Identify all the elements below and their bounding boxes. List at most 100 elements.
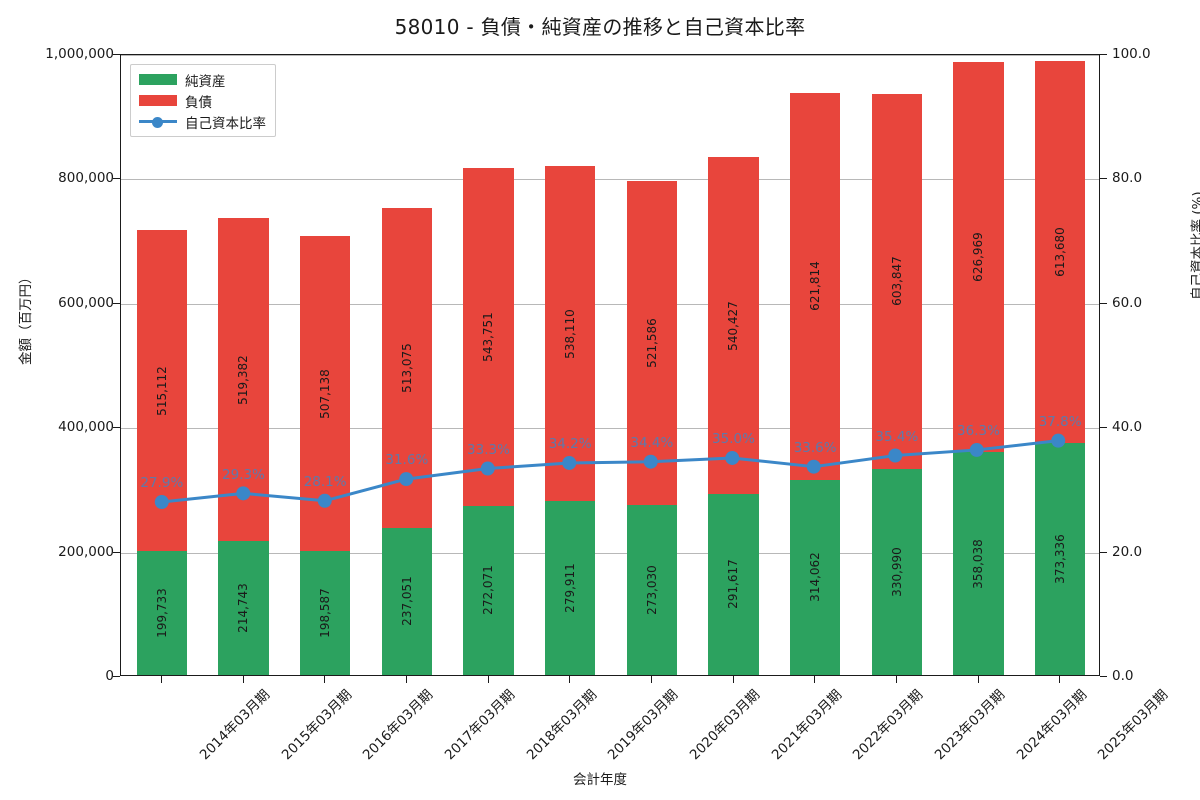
stacked-bar[interactable]: 214,743 519,382 <box>218 218 269 675</box>
y-axis-tickmark-right <box>1100 551 1107 553</box>
legend-item[interactable]: 負債 <box>139 92 266 111</box>
x-axis-tickmark <box>487 676 489 683</box>
bar-segment-equity[interactable]: 273,030 <box>626 505 678 675</box>
gridline <box>121 552 1099 554</box>
bar-value-label: 273,030 <box>644 565 659 615</box>
bar-value-label: 538,110 <box>563 308 578 359</box>
bar-segment-liabilities[interactable]: 515,112 <box>136 230 188 551</box>
y-axis-tick-right: 40.0 <box>1112 419 1143 436</box>
bar-segment-equity[interactable]: 330,990 <box>871 469 923 675</box>
bar-segment-liabilities[interactable]: 621,814 <box>789 92 841 480</box>
ratio-value-label: 31.6% <box>385 452 429 469</box>
y-axis-tick-right: 80.0 <box>1112 170 1143 187</box>
ratio-value-label: 27.9% <box>140 475 184 492</box>
stacked-bar[interactable]: 314,062 621,814 <box>789 92 841 675</box>
legend-line-marker-icon <box>139 116 177 128</box>
ratio-value-label: 36.3% <box>957 423 1000 440</box>
bar-value-label: 214,743 <box>236 583 251 634</box>
bar-segment-equity[interactable]: 314,062 <box>789 479 841 675</box>
y-axis-tick-left: 400,000 <box>58 419 114 436</box>
bar-segment-liabilities[interactable]: 521,586 <box>626 180 678 506</box>
bar-value-label: 543,751 <box>481 311 496 362</box>
x-axis-tick-label: 2025年03月期 <box>1094 686 1172 764</box>
bar-segment-liabilities[interactable]: 613,680 <box>1034 61 1086 443</box>
ratio-value-label: 33.6% <box>793 440 837 456</box>
y-axis-tickmark-left <box>113 427 120 429</box>
bar-segment-liabilities[interactable]: 519,382 <box>218 218 269 542</box>
bar-value-label: 507,138 <box>318 368 333 419</box>
y-axis-tickmark-left <box>113 54 120 55</box>
x-axis-tickmark <box>1059 676 1061 683</box>
stacked-bar[interactable]: 330,990 603,847 <box>871 93 923 675</box>
stacked-bar[interactable]: 272,071 543,751 <box>463 167 514 675</box>
bar-segment-equity[interactable]: 198,587 <box>299 551 351 675</box>
legend-item[interactable]: 純資産 <box>139 71 266 90</box>
bar-value-label: 373,336 <box>1053 534 1068 584</box>
stacked-bar[interactable]: 273,030 521,586 <box>626 180 678 675</box>
legend-label: 自己資本比率 <box>185 115 266 132</box>
x-axis-tickmark <box>977 676 979 683</box>
bar-value-label: 621,814 <box>808 261 823 312</box>
x-axis-tick-label: 2021年03月期 <box>768 686 845 764</box>
bar-segment-equity[interactable]: 291,617 <box>708 493 759 675</box>
ratio-value-label: 35.0% <box>712 431 755 448</box>
bar-segment-liabilities[interactable]: 513,075 <box>381 208 433 528</box>
y-axis-tick-left: 600,000 <box>58 294 114 311</box>
y-axis-tick-left: 200,000 <box>58 543 114 560</box>
stacked-bar[interactable]: 279,911 538,110 <box>544 166 596 675</box>
stacked-bar[interactable]: 358,038 626,969 <box>953 62 1004 675</box>
x-axis-tickmark <box>895 676 897 683</box>
stacked-bar[interactable]: 237,051 513,075 <box>381 208 433 675</box>
x-axis-tickmark <box>405 676 407 683</box>
stacked-bar[interactable]: 373,336 613,680 <box>1034 61 1086 675</box>
x-axis-tick-label: 2015年03月期 <box>278 686 355 764</box>
bar-segment-equity[interactable]: 214,743 <box>218 541 269 675</box>
stacked-bar[interactable]: 291,617 540,427 <box>708 157 759 675</box>
bar-value-label: 199,733 <box>154 588 169 638</box>
bar-segment-liabilities[interactable]: 507,138 <box>299 236 351 552</box>
legend-swatch-icon <box>139 95 177 106</box>
bar-value-label: 291,617 <box>726 559 741 610</box>
y-axis-tick-right: 0.0 <box>1112 668 1134 684</box>
y-axis-tickmark-right <box>1100 178 1107 180</box>
bar-value-label: 515,112 <box>154 365 169 416</box>
y-axis-tickmark-right <box>1100 54 1107 55</box>
gridline <box>121 55 1099 56</box>
bar-segment-equity[interactable]: 272,071 <box>463 505 514 675</box>
x-axis-tick-label: 2022年03月期 <box>849 686 927 764</box>
stacked-bar[interactable]: 199,733 515,112 <box>136 230 188 675</box>
y-axis-tickmark-right <box>1100 302 1107 304</box>
bar-segment-equity[interactable]: 199,733 <box>136 550 188 675</box>
bar-value-label: 626,969 <box>971 232 986 283</box>
bar-segment-liabilities[interactable]: 626,969 <box>953 62 1004 453</box>
ratio-value-label: 29.3% <box>222 466 265 483</box>
bar-segment-equity[interactable]: 279,911 <box>544 500 596 675</box>
x-axis-tick-label: 2017年03月期 <box>441 686 519 764</box>
bar-segment-liabilities[interactable]: 603,847 <box>871 93 923 470</box>
legend-item[interactable]: 自己資本比率 <box>139 113 266 132</box>
x-axis-tickmark <box>160 676 162 683</box>
bar-segment-equity[interactable]: 373,336 <box>1034 442 1086 675</box>
bar-value-label: 237,051 <box>399 576 414 627</box>
y-axis-tickmark-left <box>113 178 120 180</box>
stacked-bar[interactable]: 198,587 507,138 <box>299 236 351 675</box>
bar-segment-liabilities[interactable]: 540,427 <box>708 157 759 494</box>
ratio-value-label: 33.3% <box>467 441 510 458</box>
y-axis-label-right: 自己資本比率 (%) <box>1190 191 1200 300</box>
y-axis-tickmark-left <box>113 551 120 553</box>
x-axis-tick-label: 2020年03月期 <box>686 686 764 764</box>
bar-segment-equity[interactable]: 358,038 <box>953 452 1004 675</box>
x-axis-label: 会計年度 <box>573 772 627 788</box>
bar-value-label: 521,586 <box>644 318 659 368</box>
x-axis-tickmark <box>732 676 734 683</box>
bar-segment-equity[interactable]: 237,051 <box>381 527 433 675</box>
y-axis-tick-right: 20.0 <box>1112 543 1143 560</box>
bar-value-label: 603,847 <box>889 256 904 307</box>
legend: 純資産負債自己資本比率 <box>130 64 276 137</box>
bar-value-label: 279,911 <box>563 563 578 613</box>
legend-label: 純資産 <box>185 73 226 90</box>
ratio-value-label: 37.8% <box>1038 413 1082 430</box>
y-axis-tickmark-right <box>1100 676 1107 677</box>
bar-value-label: 272,071 <box>481 565 496 616</box>
y-axis-tickmark-right <box>1100 427 1107 429</box>
